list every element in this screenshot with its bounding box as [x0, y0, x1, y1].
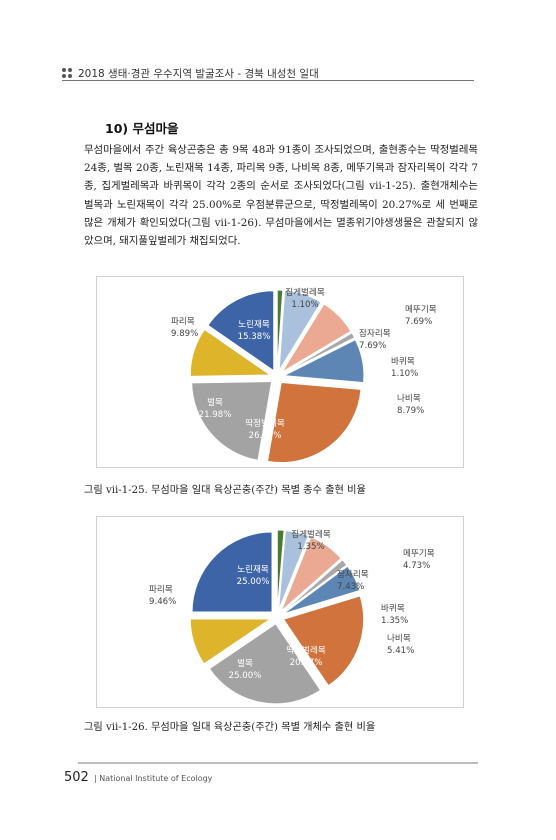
- slice-label: 바퀴목 1.10%: [391, 356, 418, 379]
- pie-slice: [189, 618, 272, 665]
- pie-slice: [266, 382, 362, 464]
- section-title: 10) 무섬마을: [105, 121, 179, 136]
- pie-chart-species: 집게벌레목 1.10% 메뚜기목 7.69% 잠자리목 7.69%바퀴목 1.10% 나비목 8…: [171, 286, 437, 464]
- slice-label: 잠자리목 7.43%: [337, 569, 369, 592]
- slice-label: 벌목 21.98%: [199, 397, 232, 420]
- pie-slice: [207, 290, 275, 372]
- pie-slice: [191, 381, 273, 461]
- pie-slice: [189, 328, 272, 377]
- slice-label: 나비목 8.79%: [397, 393, 424, 416]
- footer-publisher: | National Institute of Ecology: [94, 774, 213, 783]
- pie-slice: [281, 303, 352, 373]
- pie-chart-individuals: 집게벌레목 1.35% 메뚜기목 4.73% 잠자리목 7.43% 바퀴목 1.35% 나비목 5…: [149, 528, 435, 705]
- pie-slice: [278, 289, 322, 371]
- pie-slice: [191, 531, 273, 613]
- slice-label: 메뚜기목 7.69%: [405, 304, 437, 327]
- pie-slice: [280, 536, 342, 612]
- pie-slice: [282, 332, 356, 375]
- slice-label: 메뚜기목 4.73%: [403, 548, 435, 571]
- page-number: 502: [64, 770, 89, 785]
- chart-individuals-ratio: 집게벌레목 1.35% 메뚜기목 4.73% 잠자리목 7.43% 바퀴목 1.35% 나비목 5…: [96, 516, 464, 708]
- slice-label: 벌목 25.00%: [229, 658, 262, 681]
- slice-label: 나비목 5.41%: [387, 633, 414, 656]
- slice-label: 파리목 9.46%: [149, 584, 176, 607]
- pie-slice: [282, 595, 365, 687]
- slice-label: 집게벌레목 1.10%: [285, 286, 325, 310]
- header-text: 2018 생태·경관 우수지역 발굴조사 - 경북 내성천 일대: [78, 68, 319, 80]
- pie-slice: [276, 289, 284, 371]
- running-header: 2018 생태·경관 우수지역 발굴조사 - 경북 내성천 일대: [62, 66, 319, 81]
- slice-label: 집게벌레목 1.35%: [291, 528, 331, 552]
- pie-slice: [276, 529, 285, 611]
- slice-label: 딱정벌레목 26.37%: [245, 418, 285, 441]
- slice-label: 딱정벌레목 20.27%: [286, 645, 326, 668]
- slice-label: 노린재목 25.00%: [237, 564, 270, 587]
- pie-slice: [208, 623, 322, 705]
- header-dots-icon: [62, 68, 74, 78]
- slice-label: 바퀴목 1.35%: [381, 603, 408, 626]
- pie-slice: [282, 565, 361, 615]
- chart-species-ratio: 집게벌레목 1.10% 메뚜기목 7.69% 잠자리목 7.69% 바퀴목 1.10% 나비목 8…: [96, 276, 464, 468]
- figure-caption-26: 그림 vii-1-26. 무섬마을 일대 육상곤충(주간) 목별 개체수 출현 …: [84, 722, 376, 733]
- header-divider: [62, 80, 474, 81]
- slice-label: 파리목 9.89%: [171, 316, 198, 339]
- pie-slice: [282, 339, 365, 384]
- figure-caption-25: 그림 vii-1-25. 무섬마을 일대 육상곤충(주간) 목별 종수 출현 비…: [84, 485, 366, 496]
- footer-divider: [78, 762, 478, 764]
- slice-label: 노린재목 15.38%: [238, 319, 271, 342]
- slice-label: 잠자리목 7.69%: [359, 328, 391, 351]
- pie-slice: [278, 529, 310, 611]
- body-paragraph: 무섬마을에서 주간 육상곤충은 총 9목 48과 91종이 조사되었으며, 출현…: [84, 144, 478, 248]
- pie-slice: [282, 559, 348, 614]
